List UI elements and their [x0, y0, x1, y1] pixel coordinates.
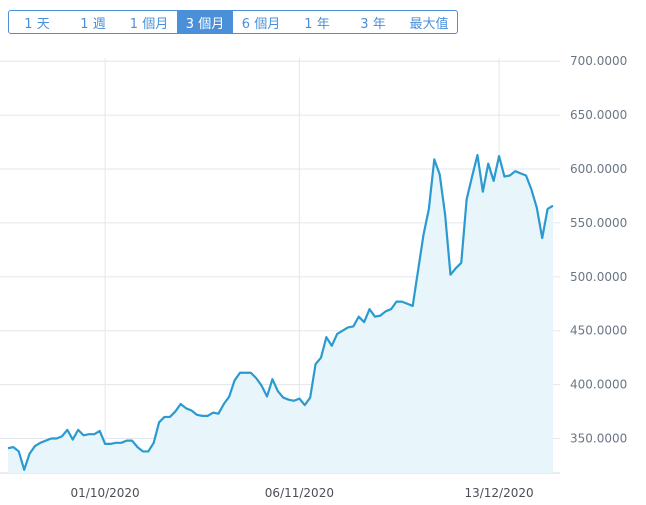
x-tick-label: 06/11/2020	[265, 486, 334, 500]
range-tab[interactable]: 1 天	[24, 16, 50, 32]
x-tick-label: 13/12/2020	[464, 486, 533, 500]
range-tab[interactable]: 3 年	[360, 16, 386, 32]
range-tabs: 1 天 1 週 1 個月 3 個月 6 個月 1 年 3 年 最大值	[8, 10, 458, 34]
range-tab[interactable]: 最大值	[409, 16, 449, 32]
x-tick-label: 01/10/2020	[71, 486, 140, 500]
y-tick-label: 600.0000	[570, 162, 627, 176]
range-tab[interactable]: 1 年	[304, 16, 330, 32]
range-tab[interactable]: 1 個月	[129, 16, 169, 32]
y-axis-labels: 350.0000 400.0000 450.0000 500.0000 550.0000…	[570, 54, 627, 445]
y-tick-label: 500.0000	[570, 270, 627, 284]
y-tick-label: 400.0000	[570, 378, 627, 392]
price-area-fill	[8, 155, 553, 473]
y-tick-label: 650.0000	[570, 108, 627, 122]
y-tick-label: 550.0000	[570, 216, 627, 230]
x-axis-labels: 01/10/2020 06/11/2020 13/12/2020	[71, 486, 534, 500]
range-tab[interactable]: 3 個月	[177, 11, 233, 33]
range-tab[interactable]: 6 個月	[241, 16, 281, 32]
price-line	[7, 153, 554, 471]
y-tick-label: 700.0000	[570, 54, 627, 68]
y-tick-label: 350.0000	[570, 432, 627, 446]
y-tick-label: 450.0000	[570, 324, 627, 338]
range-tab[interactable]: 1 週	[80, 16, 106, 32]
